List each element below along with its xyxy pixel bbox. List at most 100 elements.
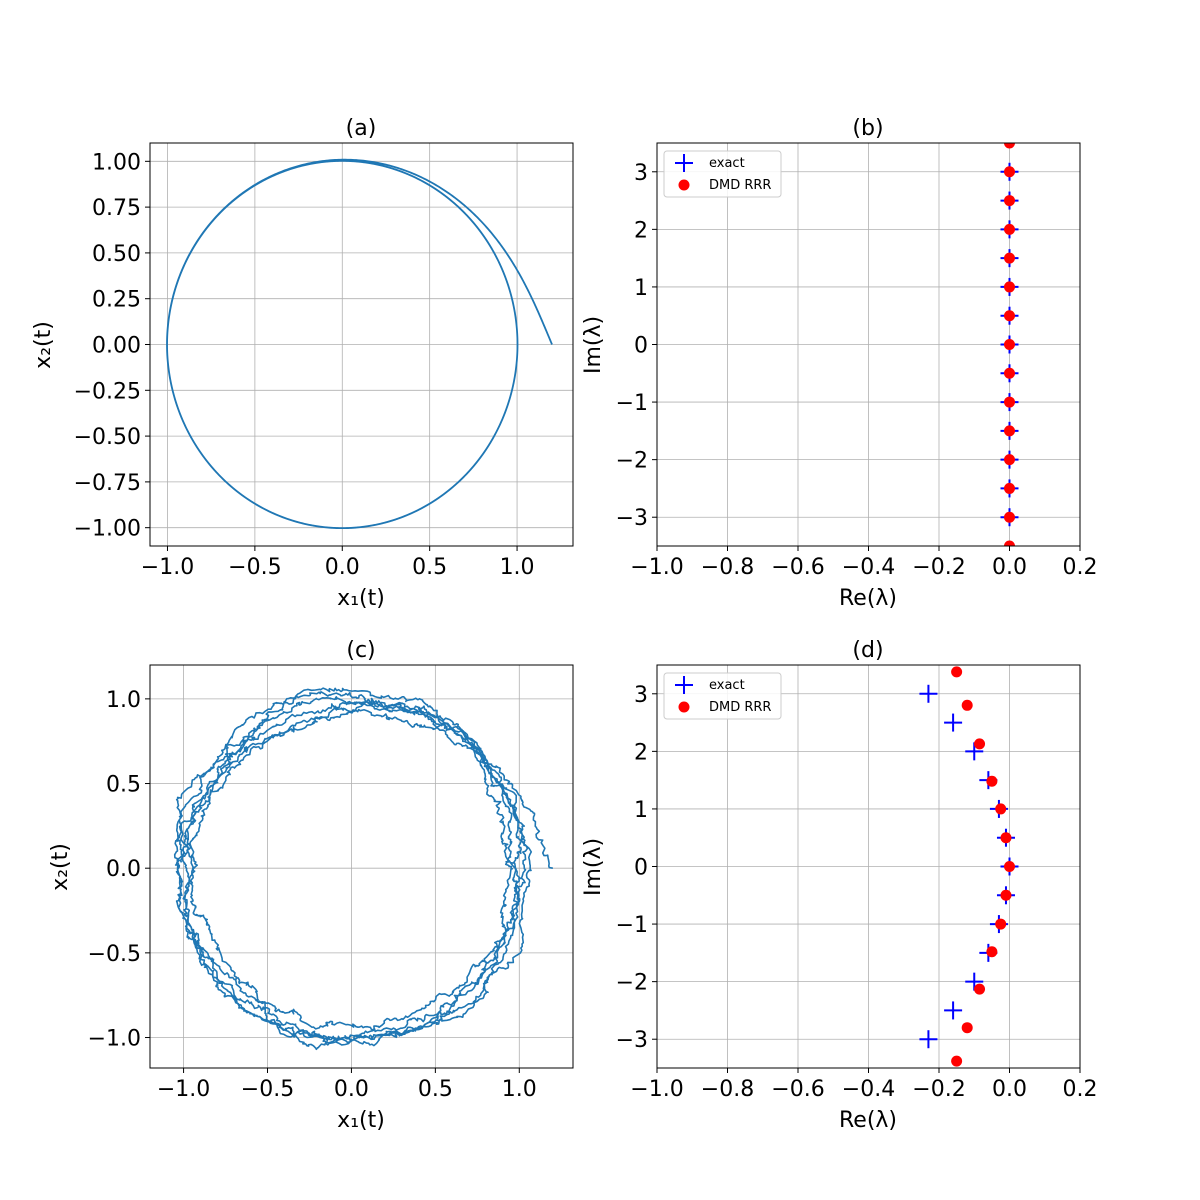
panel-d-ytick-label: −2 [616,971,648,996]
panel-d-ytick-label: 1 [634,798,648,823]
panel-d-exact-point [944,1001,963,1020]
panel-b-dmd-point [1004,252,1015,264]
panel-b-ytick-label: 3 [634,161,648,186]
panel-d-legend-exact-label: exact [709,678,745,693]
panel-d-title: (d) [852,638,883,663]
panel-d-data [919,666,1019,1067]
panel-b-dmd-point [1004,281,1015,293]
panel-d-dmd-point [995,803,1007,815]
panel-a: −1.0 −0.5 0.0 0.5 1.0 1.00 0.75 0.50 0.25 0.00 −0.… [31,116,574,611]
panel-d-xtick-label: −1.0 [630,1077,683,1102]
panel-b-legend-exact-label: exact [709,156,745,171]
panel-b-dmd-point [1004,396,1015,408]
panel-c-frame [149,664,574,1069]
panel-b-dmd-point [1004,367,1015,379]
panel-b: −1.0 −0.8 −0.6 −0.4 −0.2 0.0 0.2 3 2 1 0 −1 −2 −3 (b)… [581,116,1098,611]
panel-a-ylabel: x₂(t) [31,321,56,369]
panel-d-plot-area: −1.0 −0.8 −0.6 −0.4 −0.2 0.0 0.2 3 2 1 0 −1 −2 −3 [616,664,1098,1102]
panel-d-legend-exact-marker [675,676,693,694]
panel-d-dmd-point [1000,889,1012,901]
panel-b-xtick-label: −0.6 [771,555,824,580]
panel-a-data [166,158,553,530]
panel-a-ytick-label: 1.00 [92,150,141,175]
panel-a-xtick-label: 1.0 [500,555,535,580]
panel-a-ytick-label: −0.75 [74,471,141,496]
panel-b-dmd-point [1004,143,1015,149]
panel-b-ytick-label: 0 [634,334,648,359]
panel-d-dmd-point [974,738,986,750]
panel-d-legend-dmd-marker [678,701,690,713]
panel-b-legend-dmd-marker [678,179,690,191]
panel-d-dmd-point [986,775,998,787]
panel-c-xtick-label: −0.5 [241,1077,294,1102]
panel-c-ytick-label: 1.0 [106,688,141,713]
panel-b-dmd-point [1004,540,1015,546]
panel-d-xtick-label: −0.6 [771,1077,824,1102]
panel-a-ytick-label: −0.25 [74,379,141,404]
panel-c-ytick-label: 0.0 [106,857,141,882]
panel-d-dmd-point [1000,832,1012,844]
panel-d-xlabel: Re(λ) [839,1108,897,1133]
panel-b-ytick-label: −1 [616,391,648,416]
panel-b-ytick-label: −3 [616,506,648,531]
panel-d-dmd-point [986,946,998,958]
panel-c-ylabel: x₂(t) [48,843,73,891]
panel-a-xlabel: x₁(t) [337,586,385,611]
panel-b-dmd-point [1004,195,1015,207]
panel-d-exact-point [944,713,963,732]
panel-d-xtick-label: 0.0 [992,1077,1027,1102]
panel-d-dmd-point [951,1055,963,1067]
panel-d-dmd-point [974,983,986,995]
panel-a-trajectory [166,158,553,530]
panel-c-xtick-label: 0.5 [418,1077,453,1102]
panel-d-xtick-label: −0.4 [842,1077,895,1102]
panel-b-legend-exact-marker [675,154,693,172]
panel-c-xtick-label: 0.0 [334,1077,369,1102]
panel-c-ytick-label: −0.5 [88,942,141,967]
panel-c: −1.0 −0.5 0.0 0.5 1.0 1.0 0.5 0.0 −0.5 −1.0 (c) x… [48,638,574,1133]
panel-b-legend-dmd-label: DMD RRR [709,178,771,193]
panel-d-ylabel: Im(λ) [581,838,606,896]
panel-b-dmd-point [1004,223,1015,235]
panel-c-xtick-label: 1.0 [502,1077,537,1102]
panel-c-ytick-label: 0.5 [106,773,141,798]
panel-b-xtick-label: −1.0 [630,555,683,580]
panel-d-xtick-label: −0.2 [912,1077,965,1102]
panel-a-ytick-label: 0.75 [92,196,141,221]
panel-d-ytick-label: 0 [634,856,648,881]
panel-d-dmd-point [1004,861,1015,872]
panel-c-trajectory [173,687,554,1051]
panel-d-dmd-point [951,666,963,678]
panel-b-xlabel: Re(λ) [839,586,897,611]
panel-d-ytick-label: 2 [634,740,648,765]
panel-c-xlabel: x₁(t) [337,1108,385,1133]
panel-d-exact-point [919,1030,938,1049]
panel-b-dmd-point [1004,310,1015,322]
panel-b-dmd-point [1004,511,1015,523]
panel-d-xtick-label: −0.8 [701,1077,754,1102]
panel-d-dmd-point [961,699,973,711]
panel-c-ytick-label: −1.0 [88,1027,141,1052]
panel-d-xtick-label: 0.2 [1063,1077,1098,1102]
panel-d-ytick-label: 3 [634,683,648,708]
panel-a-xtick-label: 0.5 [412,555,447,580]
panel-a-plot-area: −1.0 −0.5 0.0 0.5 1.0 1.00 0.75 0.50 0.25 0.00 −0.… [74,142,574,580]
panel-b-data [1000,143,1019,546]
panel-d-legend: exact DMD RRR [663,672,782,720]
panel-d-ytick-label: −1 [616,913,648,938]
panel-a-xtick-label: −0.5 [228,555,281,580]
panel-d-dmd-point [961,1022,973,1034]
panel-a-xtick-label: −1.0 [141,555,194,580]
panel-a-ytick-label: −0.50 [74,425,141,450]
panel-b-xtick-label: 0.0 [992,555,1027,580]
panel-b-ylabel: Im(λ) [581,316,606,374]
panel-d-dmd-point [995,918,1007,930]
panel-d-ytick-label: −3 [616,1028,648,1053]
panel-a-ytick-label: 0.25 [92,288,141,313]
panel-d-legend-dmd-label: DMD RRR [709,700,771,715]
panel-b-xtick-label: 0.2 [1063,555,1098,580]
panel-b-ytick-label: 2 [634,218,648,243]
panel-c-xtick-label: −1.0 [157,1077,210,1102]
